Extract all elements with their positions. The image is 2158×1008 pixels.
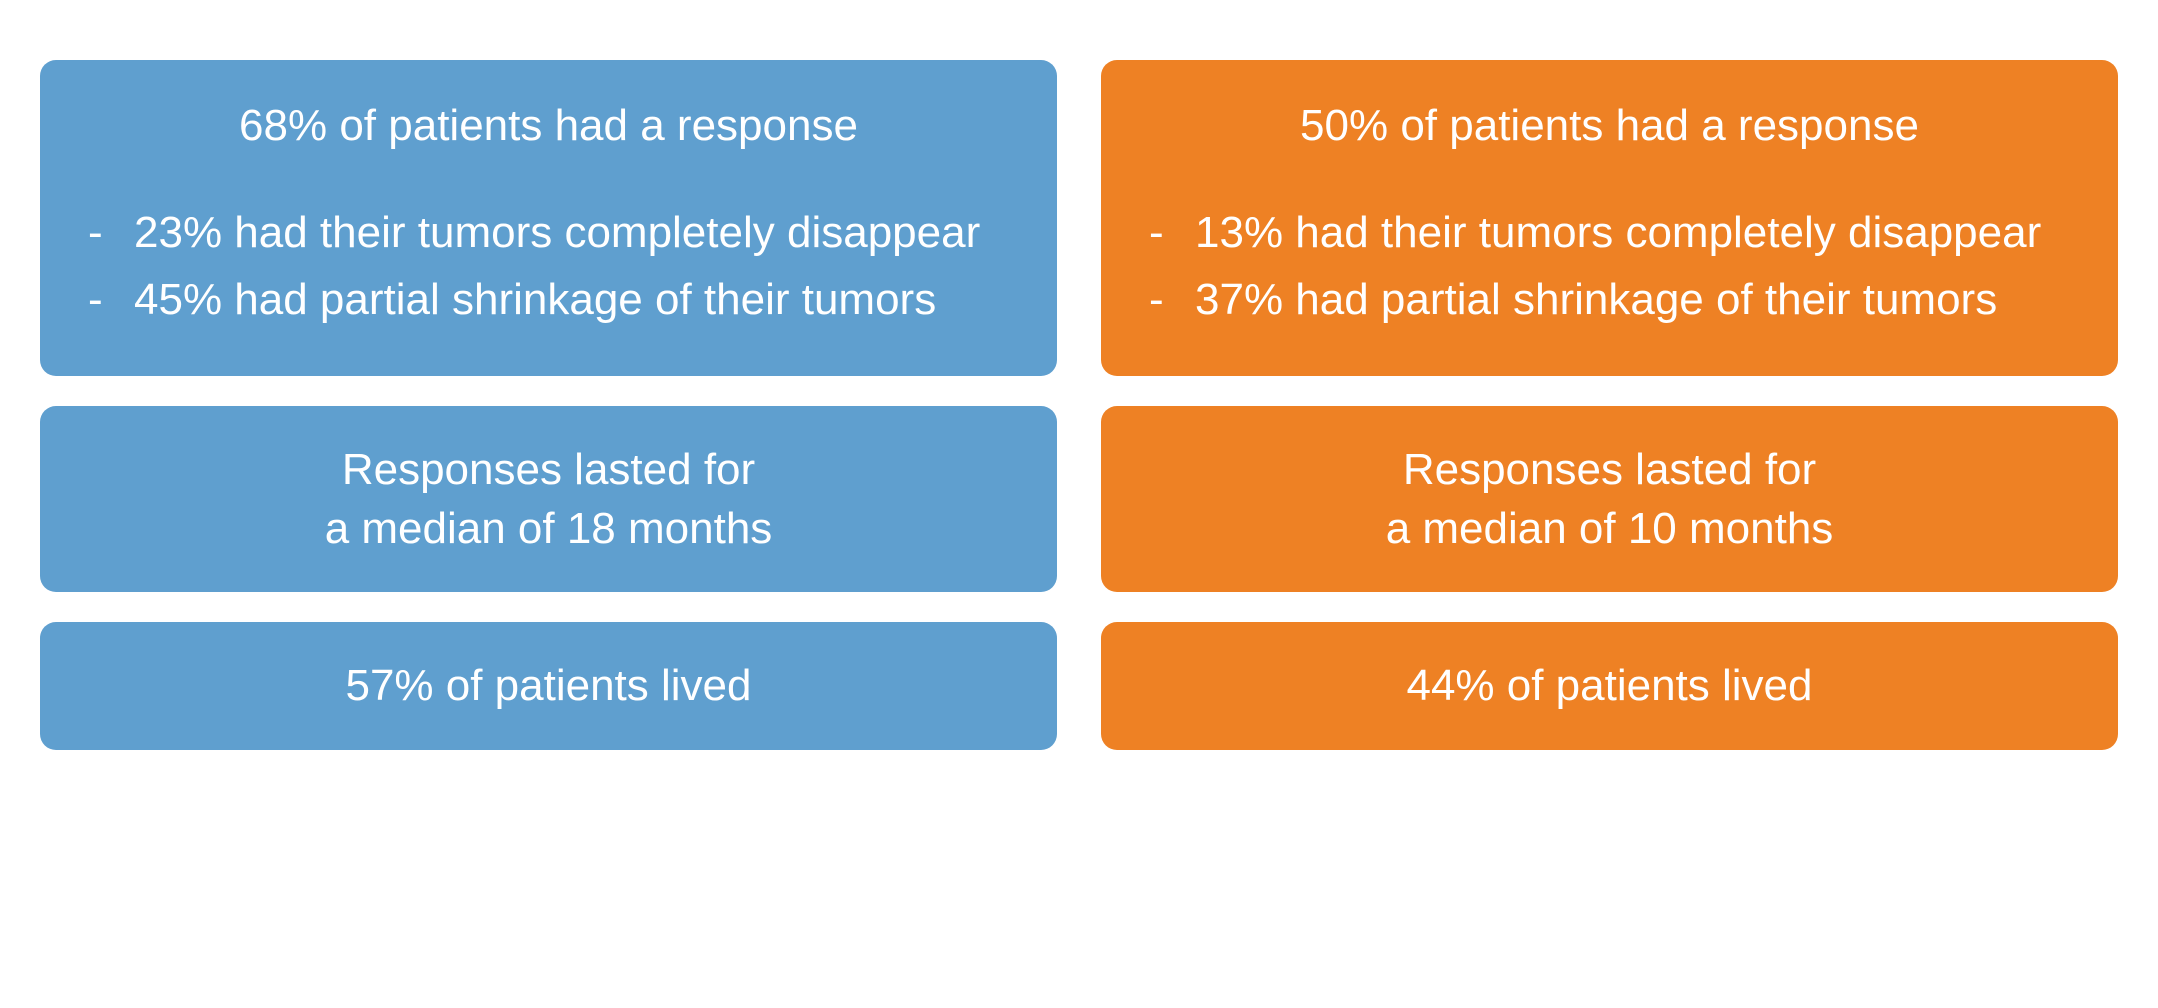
- right-duration-text: Responses lasted for a median of 10 mont…: [1149, 440, 2070, 559]
- left-bullet: - 23% had their tumors completely disapp…: [88, 203, 1009, 262]
- right-response-card: 50% of patients had a response - 13% had…: [1101, 60, 2118, 376]
- dash-icon: -: [1149, 270, 1195, 329]
- right-bullet-text: 37% had partial shrinkage of their tumor…: [1195, 270, 2070, 329]
- right-survival-text: 44% of patients lived: [1149, 656, 2070, 715]
- right-bullet-text: 13% had their tumors completely disappea…: [1195, 203, 2070, 262]
- right-column: 50% of patients had a response - 13% had…: [1101, 60, 2118, 750]
- right-duration-line2: a median of 10 months: [1386, 504, 1834, 553]
- comparison-container: 68% of patients had a response - 23% had…: [0, 0, 2158, 790]
- left-duration-line1: Responses lasted for: [342, 445, 755, 494]
- left-bullet-text: 45% had partial shrinkage of their tumor…: [134, 270, 1009, 329]
- dash-icon: -: [1149, 203, 1195, 262]
- left-duration-line2: a median of 18 months: [325, 504, 773, 553]
- right-survival-card: 44% of patients lived: [1101, 622, 2118, 749]
- left-column: 68% of patients had a response - 23% had…: [40, 60, 1057, 750]
- left-bullet: - 45% had partial shrinkage of their tum…: [88, 270, 1009, 329]
- left-response-headline: 68% of patients had a response: [88, 100, 1009, 153]
- left-response-card: 68% of patients had a response - 23% had…: [40, 60, 1057, 376]
- right-bullet: - 37% had partial shrinkage of their tum…: [1149, 270, 2070, 329]
- left-bullet-text: 23% had their tumors completely disappea…: [134, 203, 1009, 262]
- right-duration-card: Responses lasted for a median of 10 mont…: [1101, 406, 2118, 593]
- left-response-bullets: - 23% had their tumors completely disapp…: [88, 203, 1009, 330]
- dash-icon: -: [88, 203, 134, 262]
- right-response-bullets: - 13% had their tumors completely disapp…: [1149, 203, 2070, 330]
- left-survival-text: 57% of patients lived: [88, 656, 1009, 715]
- left-duration-card: Responses lasted for a median of 18 mont…: [40, 406, 1057, 593]
- left-survival-card: 57% of patients lived: [40, 622, 1057, 749]
- right-response-headline: 50% of patients had a response: [1149, 100, 2070, 153]
- right-bullet: - 13% had their tumors completely disapp…: [1149, 203, 2070, 262]
- right-duration-line1: Responses lasted for: [1403, 445, 1816, 494]
- left-duration-text: Responses lasted for a median of 18 mont…: [88, 440, 1009, 559]
- dash-icon: -: [88, 270, 134, 329]
